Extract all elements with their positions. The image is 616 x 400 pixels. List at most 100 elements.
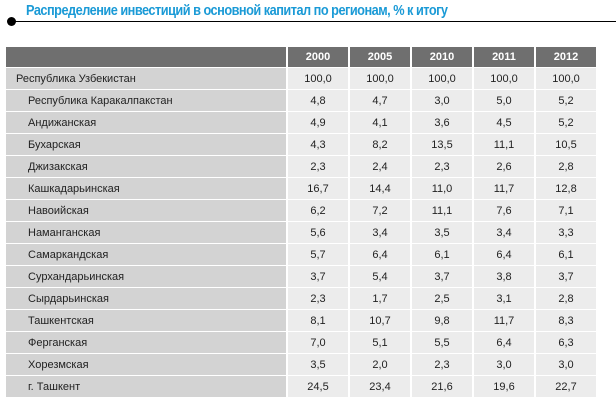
value-cell: 21,6 xyxy=(412,376,472,397)
region-label: Навоийская xyxy=(6,200,286,221)
value-cell: 2,5 xyxy=(412,288,472,309)
value-cell: 16,7 xyxy=(288,178,348,199)
value-cell: 3,1 xyxy=(474,288,534,309)
value-cell: 4,5 xyxy=(474,112,534,133)
value-cell: 3,8 xyxy=(474,266,534,287)
value-cell: 100,0 xyxy=(474,68,534,89)
value-cell: 4,1 xyxy=(350,112,410,133)
value-cell: 10,7 xyxy=(350,310,410,331)
value-cell: 14,4 xyxy=(350,178,410,199)
value-cell: 4,8 xyxy=(288,90,348,111)
value-cell: 1,7 xyxy=(350,288,410,309)
region-label: Кашкадарьинская xyxy=(6,178,286,199)
region-label: Джизакская xyxy=(6,156,286,177)
table-row: Самаркандская 5,7 6,4 6,1 6,4 6,1 xyxy=(6,244,596,265)
region-label: Андижанская xyxy=(6,112,286,133)
value-cell: 2,3 xyxy=(412,156,472,177)
value-cell: 5,1 xyxy=(350,332,410,353)
region-label: г. Ташкент xyxy=(6,376,286,397)
value-cell: 3,4 xyxy=(474,222,534,243)
value-cell: 2,8 xyxy=(536,156,596,177)
value-cell: 7,0 xyxy=(288,332,348,353)
value-cell: 10,5 xyxy=(536,134,596,155)
table-row: Ферганская 7,0 5,1 5,5 6,4 6,3 xyxy=(6,332,596,353)
value-cell: 3,7 xyxy=(536,266,596,287)
table-row: Андижанская 4,9 4,1 3,6 4,5 5,2 xyxy=(6,112,596,133)
value-cell: 6,1 xyxy=(412,244,472,265)
header-year: 2011 xyxy=(474,47,534,67)
value-cell: 4,3 xyxy=(288,134,348,155)
bullet-icon xyxy=(7,17,16,26)
region-label: Республика Узбекистан xyxy=(6,68,286,89)
value-cell: 5,7 xyxy=(288,244,348,265)
value-cell: 100,0 xyxy=(350,68,410,89)
table-row: Сырдарьинская 2,3 1,7 2,5 3,1 2,8 xyxy=(6,288,596,309)
value-cell: 3,5 xyxy=(288,354,348,375)
value-cell: 8,1 xyxy=(288,310,348,331)
header-row: 2000 2005 2010 2011 2012 xyxy=(6,47,596,67)
table-row: Хорезмская 3,5 2,0 2,3 3,0 3,0 xyxy=(6,354,596,375)
value-cell: 23,4 xyxy=(350,376,410,397)
value-cell: 3,4 xyxy=(350,222,410,243)
value-cell: 3,7 xyxy=(412,266,472,287)
table-row: Ташкентская 8,1 10,7 9,8 11,7 8,3 xyxy=(6,310,596,331)
value-cell: 7,6 xyxy=(474,200,534,221)
header-year: 2000 xyxy=(288,47,348,67)
table-row: Бухарская 4,3 8,2 13,5 11,1 10,5 xyxy=(6,134,596,155)
value-cell: 100,0 xyxy=(288,68,348,89)
value-cell: 24,5 xyxy=(288,376,348,397)
value-cell: 2,3 xyxy=(412,354,472,375)
value-cell: 3,3 xyxy=(536,222,596,243)
value-cell: 6,4 xyxy=(474,244,534,265)
value-cell: 6,1 xyxy=(536,244,596,265)
value-cell: 11,7 xyxy=(474,310,534,331)
region-label: Бухарская xyxy=(6,134,286,155)
header-year: 2005 xyxy=(350,47,410,67)
value-cell: 5,2 xyxy=(536,90,596,111)
value-cell: 13,5 xyxy=(412,134,472,155)
table-row: Наманганская 5,6 3,4 3,5 3,4 3,3 xyxy=(6,222,596,243)
value-cell: 7,2 xyxy=(350,200,410,221)
value-cell: 3,7 xyxy=(288,266,348,287)
header-region xyxy=(6,47,286,67)
value-cell: 100,0 xyxy=(536,68,596,89)
value-cell: 6,4 xyxy=(474,332,534,353)
value-cell: 19,6 xyxy=(474,376,534,397)
value-cell: 11,7 xyxy=(474,178,534,199)
value-cell: 3,5 xyxy=(412,222,472,243)
table-row: г. Ташкент 24,5 23,4 21,6 19,6 22,7 xyxy=(6,376,596,397)
region-label: Ферганская xyxy=(6,332,286,353)
title-divider xyxy=(12,21,616,22)
value-cell: 2,8 xyxy=(536,288,596,309)
region-label: Республика Каракалпакстан xyxy=(6,90,286,111)
value-cell: 7,1 xyxy=(536,200,596,221)
value-cell: 100,0 xyxy=(412,68,472,89)
value-cell: 6,2 xyxy=(288,200,348,221)
region-label: Сурхандарьинская xyxy=(6,266,286,287)
value-cell: 2,0 xyxy=(350,354,410,375)
header-year: 2012 xyxy=(536,47,596,67)
value-cell: 6,4 xyxy=(350,244,410,265)
region-label: Хорезмская xyxy=(6,354,286,375)
value-cell: 2,3 xyxy=(288,156,348,177)
table-row: Навоийская 6,2 7,2 11,1 7,6 7,1 xyxy=(6,200,596,221)
value-cell: 5,4 xyxy=(350,266,410,287)
value-cell: 3,0 xyxy=(412,90,472,111)
table-row: Сурхандарьинская 3,7 5,4 3,7 3,8 3,7 xyxy=(6,266,596,287)
page-title: Распределение инвестиций в основной капи… xyxy=(26,2,448,19)
value-cell: 5,0 xyxy=(474,90,534,111)
value-cell: 2,6 xyxy=(474,156,534,177)
value-cell: 8,3 xyxy=(536,310,596,331)
value-cell: 8,2 xyxy=(350,134,410,155)
value-cell: 5,5 xyxy=(412,332,472,353)
value-cell: 4,9 xyxy=(288,112,348,133)
value-cell: 22,7 xyxy=(536,376,596,397)
investment-table: 2000 2005 2010 2011 2012 Республика Узбекист… xyxy=(4,46,598,398)
value-cell: 12,8 xyxy=(536,178,596,199)
value-cell: 9,8 xyxy=(412,310,472,331)
value-cell: 5,2 xyxy=(536,112,596,133)
value-cell: 5,6 xyxy=(288,222,348,243)
table-row: Кашкадарьинская 16,7 14,4 11,0 11,7 12,8 xyxy=(6,178,596,199)
value-cell: 6,3 xyxy=(536,332,596,353)
region-label: Самаркандская xyxy=(6,244,286,265)
